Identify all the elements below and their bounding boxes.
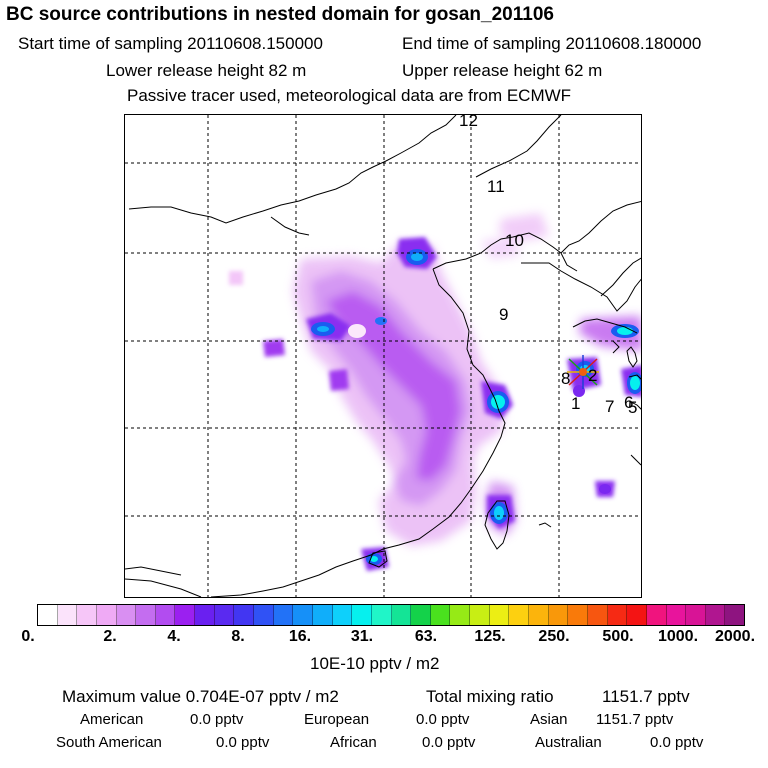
colorbar-segment [155,605,176,625]
lat-lon-grid [125,115,641,597]
colorbar-tick: 31. [350,628,374,645]
colorbar-segment [450,605,471,625]
trajectory-point-1: 1 [571,394,581,413]
colorbar-segment [254,605,274,625]
colorbar-segment [529,605,549,625]
region-name-asian: Asian [530,711,568,728]
coastlines [125,115,641,597]
tracer-note: Passive tracer used, meteorological data… [127,86,572,105]
colorbar-segment [607,605,628,625]
receptor-marker [567,355,599,389]
colorbar-tick: 125. [474,628,506,645]
total-mixing-ratio-value: 1151.7 pptv [602,687,690,706]
colorbar-segment [371,605,392,625]
colorbar-tick: 16. [288,628,312,645]
colorbar-segment [705,605,726,625]
region-name-south-american: South American [56,734,162,751]
start-time-label: Start time of sampling 20110608.150000 [18,34,323,53]
colorbar-segment [273,605,294,625]
trajectory-point-10: 10 [505,231,524,250]
colorbar-segment [136,605,156,625]
region-value-european: 0.0 pptv [416,711,470,728]
colorbar-unit-label: 10E-10 pptv / m2 [310,654,440,673]
colorbar-tick: 2. [103,628,117,645]
colorbar-segment [686,605,706,625]
colorbar-tick: 250. [538,628,570,645]
colorbar-segment [587,605,608,625]
trajectory-point-8: 8 [561,369,571,388]
colorbar-segment [646,605,667,625]
end-time-label: End time of sampling 20110608.180000 [402,34,702,53]
color-scale-bar [37,604,745,626]
colorbar-segment [509,605,530,625]
colorbar-segment [77,605,97,625]
colorbar-tick: 500. [602,628,634,645]
trajectory-point-7: 7 [605,397,615,416]
concentration-field [229,213,641,571]
colorbar-tick: 8. [231,628,245,645]
region-value-australian: 0.0 pptv [650,734,704,751]
colorbar-segment [627,605,647,625]
region-value-south-american: 0.0 pptv [216,734,270,751]
colorbar-segment [38,605,58,625]
source-contribution-map: 12 11 10 9 8 2 1 7 6 5 [124,114,642,598]
colorbar-tick: 1000. [657,628,699,645]
colorbar-tick: 4. [167,628,181,645]
colorbar-segment [96,605,117,625]
region-value-american: 0.0 pptv [190,711,244,728]
total-mixing-ratio-label: Total mixing ratio [426,687,554,706]
colorbar-segment [332,605,353,625]
colorbar-segment [312,605,333,625]
colorbar-segment [116,605,137,625]
colorbar-segment [57,605,78,625]
colorbar-segment [666,605,687,625]
colorbar-segment [548,605,569,625]
colorbar-segment [391,605,412,625]
colorbar-segment [411,605,431,625]
colorbar-segment [195,605,215,625]
colorbar-segment [489,605,510,625]
region-value-asian: 1151.7 pptv [596,711,674,728]
trajectory-point-12: 12 [459,114,478,130]
colorbar-segment [352,605,372,625]
colorbar-segment [430,605,451,625]
colorbar-tick: 0. [21,628,35,645]
colorbar-tick: 63. [414,628,438,645]
region-value-african: 0.0 pptv [422,734,476,751]
upper-release-height: Upper release height 62 m [402,61,603,80]
colorbar-segment [568,605,588,625]
lower-release-height: Lower release height 82 m [106,61,307,80]
colorbar-segment [175,605,196,625]
region-name-american: American [80,711,144,728]
trajectory-point-9: 9 [499,305,509,324]
colorbar-segment [470,605,490,625]
trajectory-point-2: 2 [588,366,598,385]
plot-title: BC source contributions in nested domain… [6,4,554,25]
colorbar-segment [214,605,235,625]
colorbar-segment [725,605,745,625]
colorbar-segment [293,605,313,625]
colorbar-segment [234,605,255,625]
trajectory-point-6: 6 [624,393,634,412]
trajectory-point-11: 11 [487,177,505,196]
region-name-european: European [304,711,370,728]
region-name-african: African [330,734,377,751]
trajectory-point-5: 5 [628,398,638,417]
maximum-value: Maximum value 0.704E-07 pptv / m2 [62,687,339,706]
region-name-australian: Australian [535,734,602,751]
colorbar-tick: 2000. [714,628,756,645]
